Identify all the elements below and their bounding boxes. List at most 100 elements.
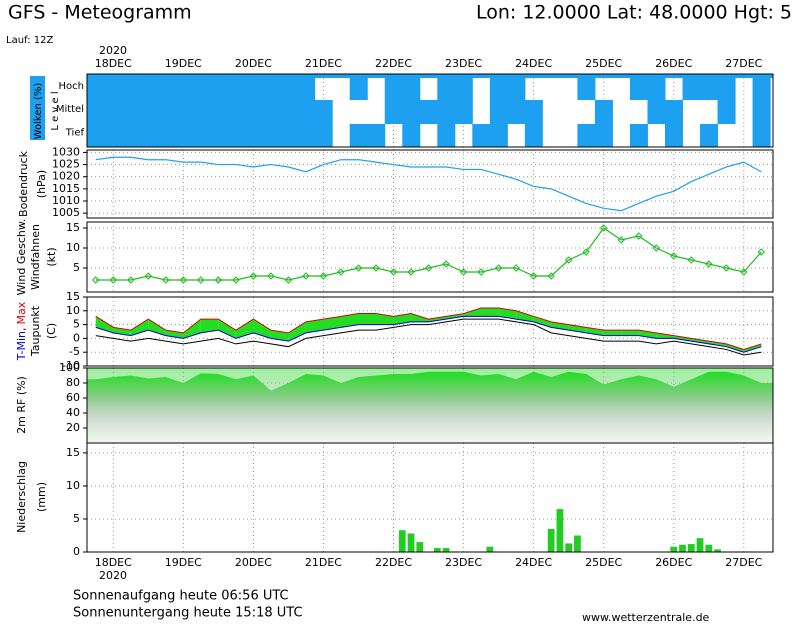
cloud-cell bbox=[262, 124, 281, 147]
y-label: T-Min, Max bbox=[15, 301, 28, 361]
cloud-cell bbox=[718, 124, 736, 147]
y-label: Niederschlag bbox=[15, 461, 28, 533]
marker bbox=[529, 272, 538, 280]
cloud-cell bbox=[630, 100, 648, 124]
cloud-cell bbox=[104, 124, 123, 147]
series-name: T-Min, bbox=[15, 328, 28, 362]
y-tick-label: 40 bbox=[66, 406, 80, 419]
cloud-cell bbox=[472, 124, 491, 147]
marker bbox=[337, 268, 345, 276]
cloud-cell bbox=[437, 124, 456, 147]
cloud-cell bbox=[402, 124, 421, 147]
marker bbox=[687, 256, 695, 264]
marker bbox=[494, 264, 503, 272]
range-fill bbox=[533, 316, 552, 328]
panel-plot bbox=[87, 443, 773, 552]
marker bbox=[319, 272, 328, 280]
marker bbox=[564, 256, 573, 264]
bar bbox=[687, 544, 695, 552]
range-fill bbox=[183, 319, 201, 339]
y-tick-label: 1010 bbox=[52, 194, 80, 207]
marker bbox=[232, 276, 240, 284]
cloud-cell bbox=[87, 100, 106, 124]
cloud-cell bbox=[297, 78, 316, 100]
marker bbox=[512, 264, 520, 272]
range-fill bbox=[340, 313, 359, 328]
range-fill bbox=[726, 343, 744, 353]
marker bbox=[477, 268, 485, 276]
cloud-cell bbox=[735, 100, 753, 124]
y-tick-label: 100 bbox=[59, 361, 80, 374]
y-label: Wind Geschw. bbox=[15, 219, 28, 296]
cloud-cell bbox=[664, 100, 684, 124]
cloud-cell bbox=[367, 124, 386, 147]
cloud-cell bbox=[717, 78, 736, 100]
marker bbox=[92, 276, 100, 284]
cloud-cell bbox=[87, 124, 106, 147]
marker bbox=[267, 272, 275, 280]
cloud-cell bbox=[332, 124, 350, 147]
y-label2: Taupunkt bbox=[29, 305, 42, 357]
cloud-cell bbox=[437, 78, 456, 100]
y-tick-label: 15 bbox=[66, 221, 80, 234]
cloud-cell bbox=[629, 124, 648, 147]
date-label-top: 19DEC bbox=[165, 57, 202, 70]
marker bbox=[617, 236, 625, 244]
y-tick-label: 20 bbox=[66, 421, 80, 434]
cloud-cell bbox=[314, 124, 333, 147]
cloud-cell bbox=[139, 124, 158, 147]
cloud-cell bbox=[192, 100, 211, 124]
y-tick-label: 1030 bbox=[52, 145, 80, 158]
cloud-cell bbox=[752, 100, 771, 124]
panel-plot bbox=[87, 222, 773, 292]
cloud-cell bbox=[594, 124, 613, 147]
y-tick-label: 1005 bbox=[52, 206, 80, 219]
date-label-bottom: 23DEC bbox=[445, 556, 482, 569]
location: Lon: 12.0000 Lat: 48.0000 Hgt: 5 bbox=[476, 2, 792, 24]
date-label-bottom: 22DEC bbox=[375, 556, 412, 569]
level-label: L e v e l bbox=[50, 91, 61, 130]
line bbox=[95, 227, 762, 281]
cloud-cell bbox=[472, 100, 490, 124]
cloud-cell bbox=[683, 100, 701, 124]
date-label-top: 24DEC bbox=[515, 57, 552, 70]
cloud-cell bbox=[402, 78, 421, 100]
range-fill bbox=[463, 308, 482, 317]
cloud-cell bbox=[455, 124, 473, 147]
cloud-cell bbox=[682, 78, 701, 100]
cloud-cell bbox=[489, 78, 508, 100]
cloud-cell bbox=[139, 100, 158, 124]
cloud-cell bbox=[542, 124, 560, 147]
range-fill bbox=[323, 316, 341, 331]
run: Lauf: 12Z bbox=[6, 35, 53, 46]
cloud-cell bbox=[664, 124, 684, 147]
cloud-cell bbox=[700, 124, 719, 147]
marker bbox=[722, 264, 731, 272]
title: GFS - Meteogramm bbox=[8, 2, 192, 24]
series-name: Max bbox=[15, 301, 28, 324]
marker bbox=[705, 260, 713, 268]
cloud-cell bbox=[157, 124, 176, 147]
y-tick-label: 15 bbox=[66, 290, 80, 303]
cloud-cell bbox=[612, 78, 630, 100]
marker bbox=[162, 276, 170, 284]
cloud-cell bbox=[297, 124, 316, 147]
bar bbox=[670, 546, 678, 552]
cloud-cell bbox=[192, 78, 211, 100]
range-fill bbox=[253, 319, 271, 339]
range-fill bbox=[481, 308, 499, 317]
bar bbox=[547, 528, 555, 552]
date-label-bottom: 21DEC bbox=[305, 556, 342, 569]
cloud-cell bbox=[227, 100, 246, 124]
y-tick-label: 1015 bbox=[52, 182, 80, 195]
cloud-cell bbox=[595, 78, 613, 100]
cloud-cell bbox=[437, 100, 456, 124]
cloud-cell bbox=[262, 78, 281, 100]
cloud-cell bbox=[227, 78, 246, 100]
cloud-cell bbox=[420, 78, 438, 100]
range-fill bbox=[305, 319, 324, 333]
cloud-cell bbox=[507, 124, 525, 147]
cloud-cell bbox=[525, 78, 543, 100]
cloud-cell bbox=[122, 78, 141, 100]
